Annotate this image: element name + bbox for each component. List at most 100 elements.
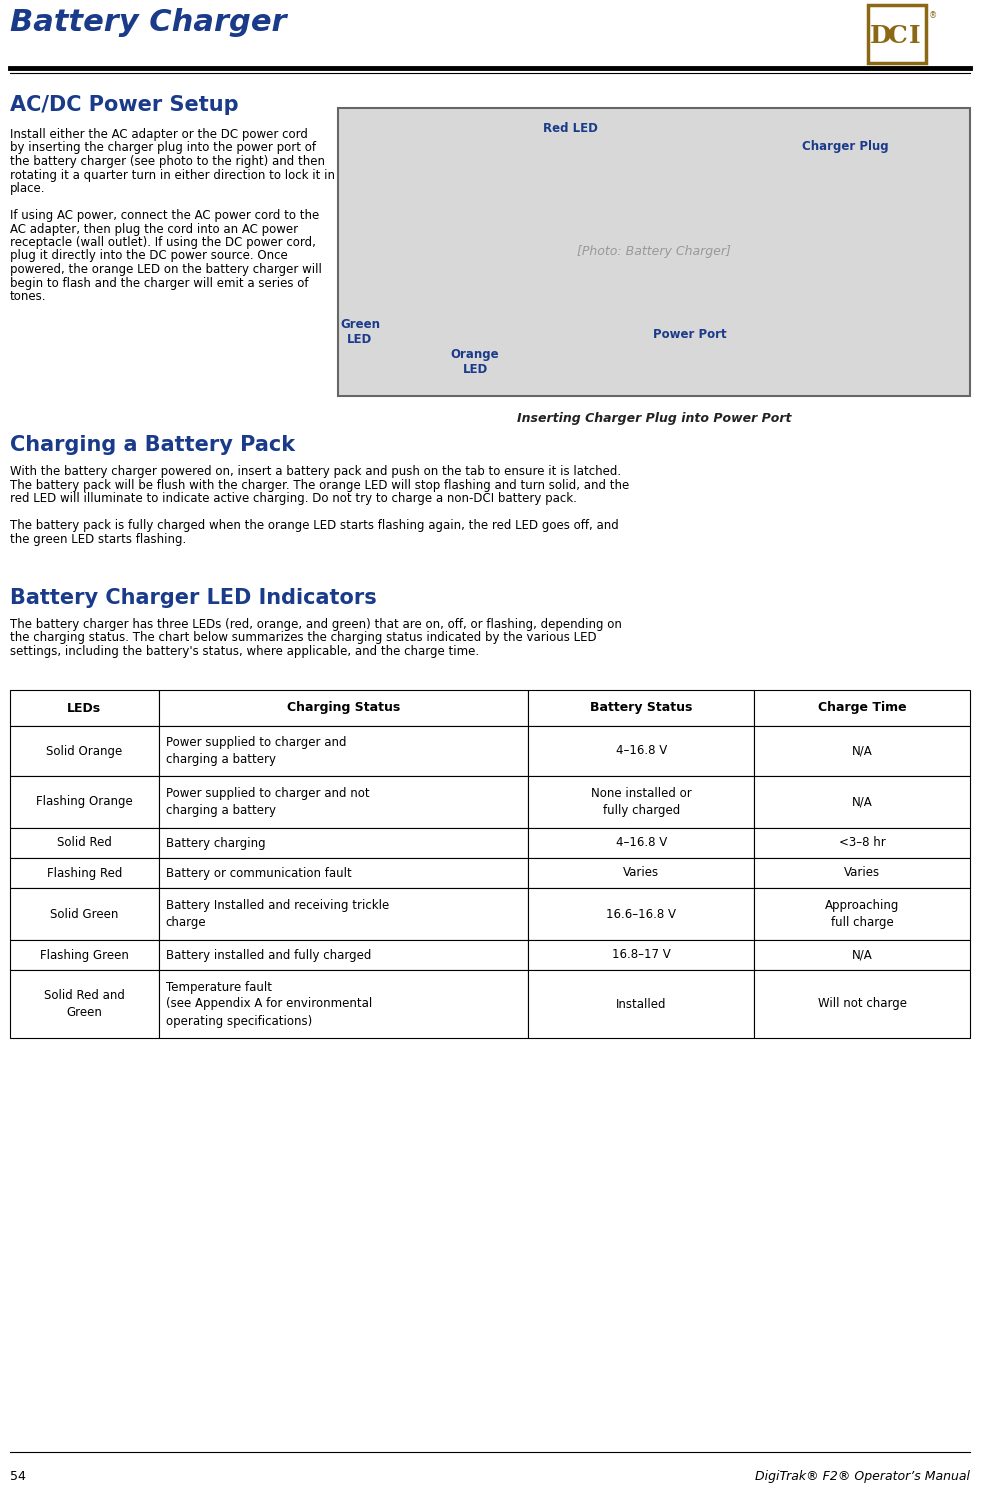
Bar: [754, 940, 970, 970]
Text: Charging a Battery Pack: Charging a Battery Pack: [10, 436, 295, 455]
Text: Flashing Red: Flashing Red: [47, 867, 122, 880]
Bar: [868, 4, 926, 63]
Text: powered, the orange LED on the battery charger will: powered, the orange LED on the battery c…: [10, 263, 322, 275]
Bar: [529, 690, 754, 726]
Bar: [529, 775, 754, 828]
Text: Battery Charger LED Indicators: Battery Charger LED Indicators: [10, 588, 377, 608]
Text: ®: ®: [929, 10, 937, 19]
Text: 16.6–16.8 V: 16.6–16.8 V: [606, 907, 676, 921]
Text: Battery Installed and receiving trickle
charge: Battery Installed and receiving trickle …: [166, 900, 389, 930]
Bar: [159, 888, 529, 940]
Text: Approaching
full charge: Approaching full charge: [825, 900, 900, 930]
Text: LEDs: LEDs: [68, 702, 101, 714]
Text: plug it directly into the DC power source. Once: plug it directly into the DC power sourc…: [10, 250, 287, 262]
Bar: [754, 690, 970, 726]
Text: N/A: N/A: [852, 795, 872, 808]
Bar: [754, 888, 970, 940]
Text: Solid Red and
Green: Solid Red and Green: [44, 990, 125, 1019]
Bar: [529, 888, 754, 940]
Bar: [754, 970, 970, 1037]
Bar: [10, 970, 159, 1037]
Bar: [754, 858, 970, 888]
Text: red LED will illuminate to indicate active charging. Do not try to charge a non-: red LED will illuminate to indicate acti…: [10, 493, 577, 504]
Bar: [338, 108, 970, 397]
Text: DigiTrak® F2® Operator’s Manual: DigiTrak® F2® Operator’s Manual: [755, 1470, 970, 1484]
Text: Green
LED: Green LED: [340, 317, 380, 346]
Text: The battery pack is fully charged when the orange LED starts flashing again, the: The battery pack is fully charged when t…: [10, 519, 619, 531]
Text: Inserting Charger Plug into Power Port: Inserting Charger Plug into Power Port: [517, 412, 792, 425]
Bar: [754, 828, 970, 858]
Text: <3–8 hr: <3–8 hr: [839, 837, 886, 849]
Text: the green LED starts flashing.: the green LED starts flashing.: [10, 533, 186, 545]
Bar: [529, 970, 754, 1037]
Text: Battery installed and fully charged: Battery installed and fully charged: [166, 949, 371, 961]
Bar: [159, 940, 529, 970]
Text: None installed or
fully charged: None installed or fully charged: [591, 787, 692, 817]
Text: rotating it a quarter turn in either direction to lock it in: rotating it a quarter turn in either dir…: [10, 169, 335, 181]
Text: Power Port: Power Port: [653, 328, 727, 341]
Text: the charging status. The chart below summarizes the charging status indicated by: the charging status. The chart below sum…: [10, 632, 596, 645]
Text: tones.: tones.: [10, 290, 46, 302]
Text: Charge Time: Charge Time: [818, 702, 906, 714]
Text: Varies: Varies: [844, 867, 880, 880]
Text: Installed: Installed: [616, 997, 666, 1010]
Text: 4–16.8 V: 4–16.8 V: [615, 837, 667, 849]
Text: Solid Red: Solid Red: [57, 837, 112, 849]
Text: Varies: Varies: [623, 867, 659, 880]
Text: Battery charging: Battery charging: [166, 837, 266, 849]
Text: 54: 54: [10, 1470, 26, 1484]
Text: 4–16.8 V: 4–16.8 V: [615, 744, 667, 757]
Bar: [529, 858, 754, 888]
Text: Battery Charger: Battery Charger: [10, 7, 286, 37]
Text: The battery pack will be flush with the charger. The orange LED will stop flashi: The battery pack will be flush with the …: [10, 479, 629, 491]
Bar: [10, 690, 159, 726]
Text: The battery charger has three LEDs (red, orange, and green) that are on, off, or: The battery charger has three LEDs (red,…: [10, 618, 622, 632]
Text: Battery or communication fault: Battery or communication fault: [166, 867, 351, 880]
Text: With the battery charger powered on, insert a battery pack and push on the tab t: With the battery charger powered on, ins…: [10, 466, 621, 478]
Text: N/A: N/A: [852, 744, 872, 757]
Text: begin to flash and the charger will emit a series of: begin to flash and the charger will emit…: [10, 277, 308, 289]
Text: Install either the AC adapter or the DC power cord: Install either the AC adapter or the DC …: [10, 129, 308, 141]
Text: Power supplied to charger and not
charging a battery: Power supplied to charger and not chargi…: [166, 787, 370, 817]
Text: Flashing Green: Flashing Green: [40, 949, 129, 961]
Text: If using AC power, connect the AC power cord to the: If using AC power, connect the AC power …: [10, 210, 319, 222]
Text: receptacle (wall outlet). If using the DC power cord,: receptacle (wall outlet). If using the D…: [10, 237, 316, 249]
Bar: [10, 828, 159, 858]
Text: place.: place.: [10, 183, 45, 195]
Text: by inserting the charger plug into the power port of: by inserting the charger plug into the p…: [10, 142, 316, 154]
Text: Will not charge: Will not charge: [817, 997, 906, 1010]
Bar: [529, 940, 754, 970]
Text: [Photo: Battery Charger]: [Photo: Battery Charger]: [577, 246, 731, 259]
Text: the battery charger (see photo to the right) and then: the battery charger (see photo to the ri…: [10, 156, 325, 168]
Bar: [159, 828, 529, 858]
Text: Red LED: Red LED: [542, 121, 597, 135]
Text: Power supplied to charger and
charging a battery: Power supplied to charger and charging a…: [166, 737, 346, 766]
Text: C: C: [888, 24, 908, 48]
Text: I: I: [908, 24, 920, 48]
Text: Solid Green: Solid Green: [50, 907, 119, 921]
Text: Solid Orange: Solid Orange: [46, 744, 123, 757]
Bar: [754, 726, 970, 775]
Text: N/A: N/A: [852, 949, 872, 961]
Text: AC/DC Power Setup: AC/DC Power Setup: [10, 94, 238, 115]
Text: Charging Status: Charging Status: [287, 702, 400, 714]
Bar: [529, 828, 754, 858]
Text: Orange
LED: Orange LED: [450, 347, 499, 376]
Text: AC adapter, then plug the cord into an AC power: AC adapter, then plug the cord into an A…: [10, 223, 298, 235]
Bar: [529, 726, 754, 775]
Bar: [754, 775, 970, 828]
Bar: [10, 940, 159, 970]
Bar: [159, 775, 529, 828]
Text: settings, including the battery's status, where applicable, and the charge time.: settings, including the battery's status…: [10, 645, 479, 659]
Bar: [159, 690, 529, 726]
Bar: [159, 858, 529, 888]
Bar: [159, 970, 529, 1037]
Bar: [10, 726, 159, 775]
Text: Flashing Orange: Flashing Orange: [36, 795, 132, 808]
Text: D: D: [870, 24, 892, 48]
Bar: [159, 726, 529, 775]
Text: 16.8–17 V: 16.8–17 V: [612, 949, 671, 961]
Text: Temperature fault
(see Appendix A for environmental
operating specifications): Temperature fault (see Appendix A for en…: [166, 981, 372, 1027]
Bar: [10, 858, 159, 888]
Bar: [10, 775, 159, 828]
